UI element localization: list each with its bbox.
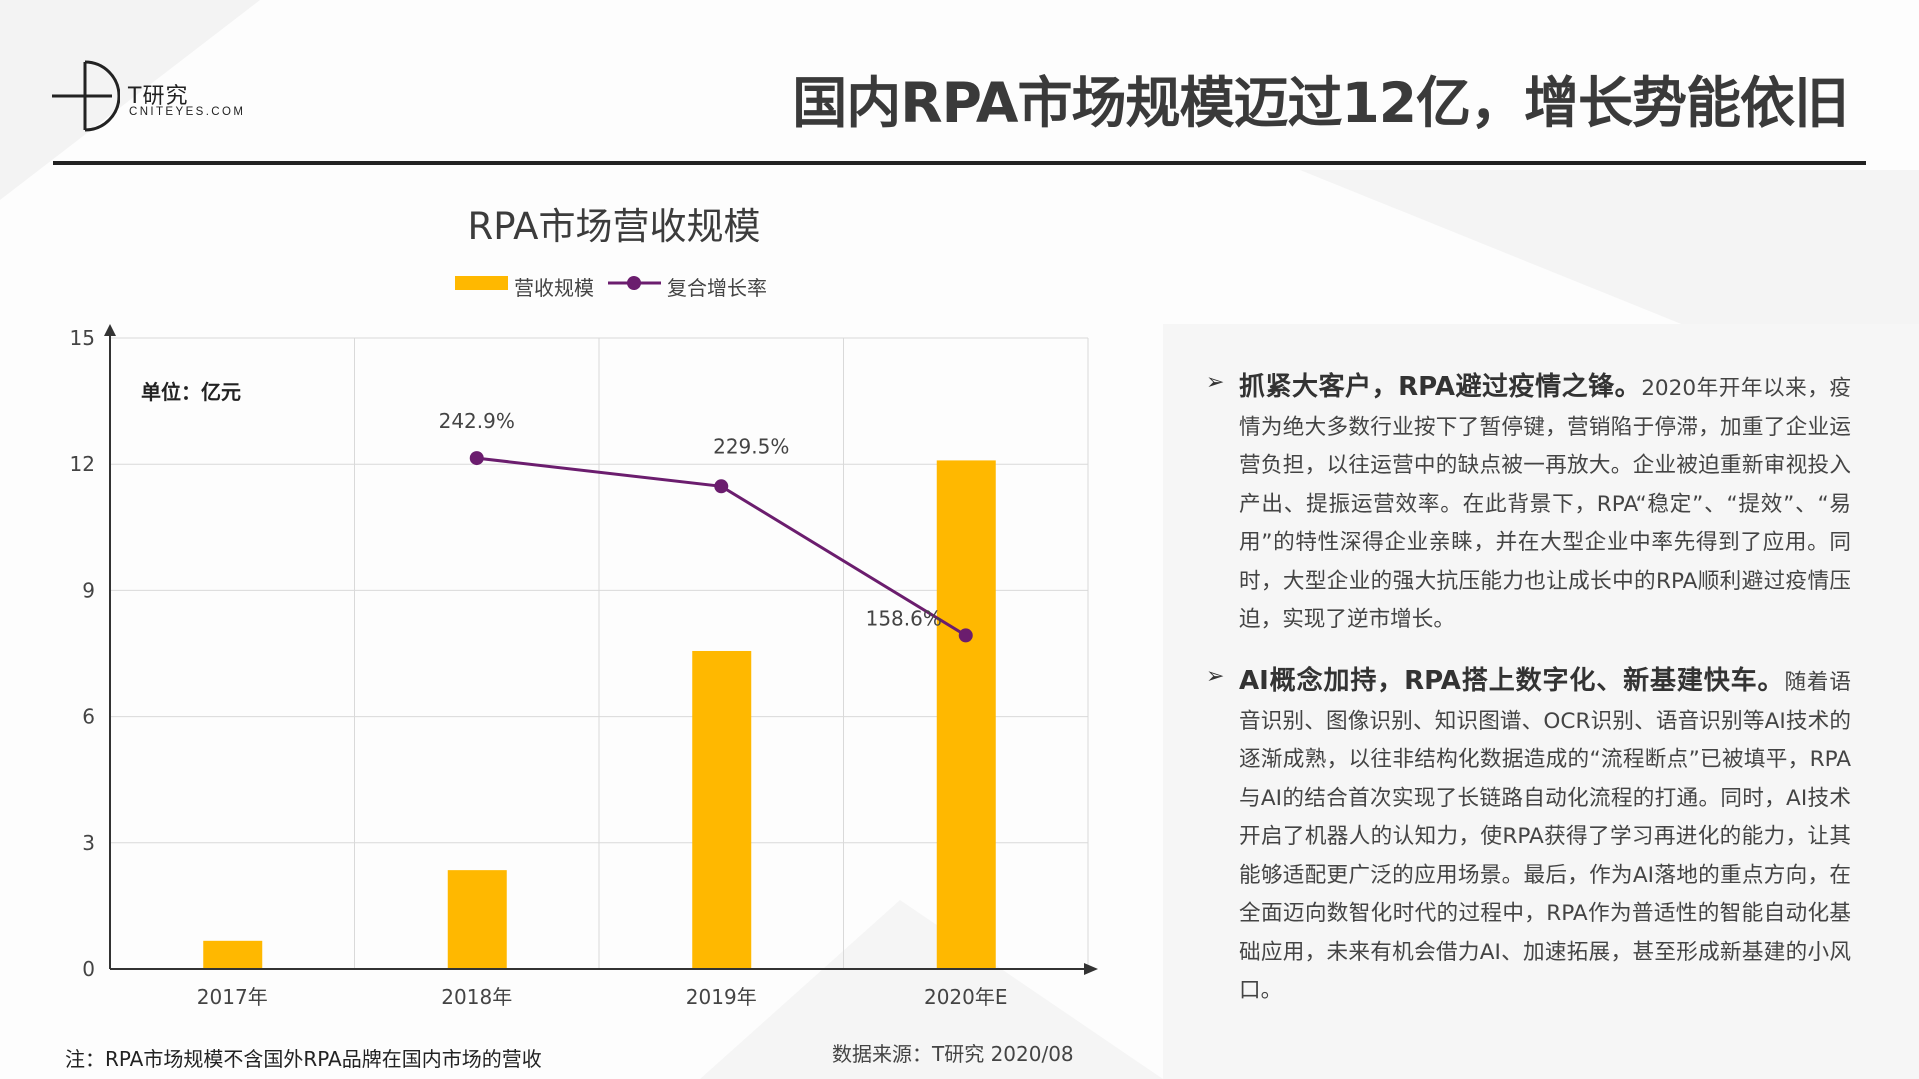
bullet-body: 2020年开年以来，疫情为绝大多数行业按下了暂停键，营销陷于停滞，加重了企业运营… [1239, 376, 1851, 632]
bar [203, 940, 263, 969]
bar [936, 460, 996, 969]
x-tick-label: 2020年E [924, 985, 1008, 1009]
bullet-body: 随着语音识别、图像识别、知识图谱、OCR识别、语音识别等AI技术的逐渐成熟，以往… [1239, 670, 1851, 1003]
growth-point [714, 479, 729, 494]
x-tick-label: 2018年 [441, 985, 512, 1009]
y-tick-label: 6 [82, 705, 95, 729]
bullet-heading: AI概念加持，RPA搭上数字化、新基建快车。 [1239, 666, 1785, 696]
bullet-point-1: ➢ 抓紧大客户，RPA避过疫情之锋。2020年开年以来，疫情为绝大多数行业按下了… [1206, 368, 1856, 640]
x-tick-label: 2019年 [686, 985, 757, 1009]
y-tick-label: 0 [82, 957, 95, 981]
y-tick-label: 3 [82, 831, 95, 855]
growth-point [469, 451, 484, 466]
bar [692, 650, 752, 969]
growth-data-label: 158.6% [866, 606, 942, 630]
page-title: 国内RPA市场规模迈过12亿，增长势能依旧 [792, 71, 1849, 135]
chart-canvas: 0 3 6 9 12 15 2017年 2018年 2019年 2020年E 242.9% 229.5… [70, 324, 1098, 1009]
y-tick-label: 12 [70, 452, 95, 476]
x-tick-label: 2017年 [197, 985, 268, 1009]
growth-data-label: 229.5% [713, 434, 789, 458]
bullet-point-2: ➢ AI概念加持，RPA搭上数字化、新基建快车。随着语音识别、图像识别、知识图谱… [1206, 662, 1856, 1011]
logo-text: T研究 [128, 84, 189, 109]
unit-label: 单位：亿元 [141, 380, 241, 404]
legend-label-revenue: 营收规模 [514, 276, 594, 300]
growth-point [958, 628, 973, 643]
bullet-heading: 抓紧大客户，RPA避过疫情之锋。 [1239, 372, 1642, 402]
arrow-bullet-icon: ➢ [1206, 664, 1225, 689]
legend-bar-swatch [455, 276, 508, 290]
footnote: 注：RPA市场规模不含国外RPA品牌在国内市场的营收 [65, 1047, 542, 1071]
data-source: 数据来源：T研究 2020/08 [832, 1042, 1074, 1066]
legend-line-marker [627, 276, 641, 290]
logo-domain: CNITEYES.COM [129, 106, 246, 118]
y-tick-label: 9 [82, 578, 95, 602]
text-panel-background [1163, 324, 1919, 1079]
logo-icon [52, 60, 120, 132]
legend-label-growth: 复合增长率 [667, 276, 767, 300]
y-tick-label: 15 [70, 326, 95, 350]
y-axis-arrow-icon [104, 324, 116, 336]
arrow-bullet-icon: ➢ [1206, 370, 1225, 395]
header-divider [53, 161, 1866, 165]
chart-title: RPA市场营收规模 [467, 205, 761, 248]
growth-data-label: 242.9% [439, 409, 515, 433]
bar [447, 870, 507, 969]
x-axis-arrow-icon [1084, 963, 1098, 975]
